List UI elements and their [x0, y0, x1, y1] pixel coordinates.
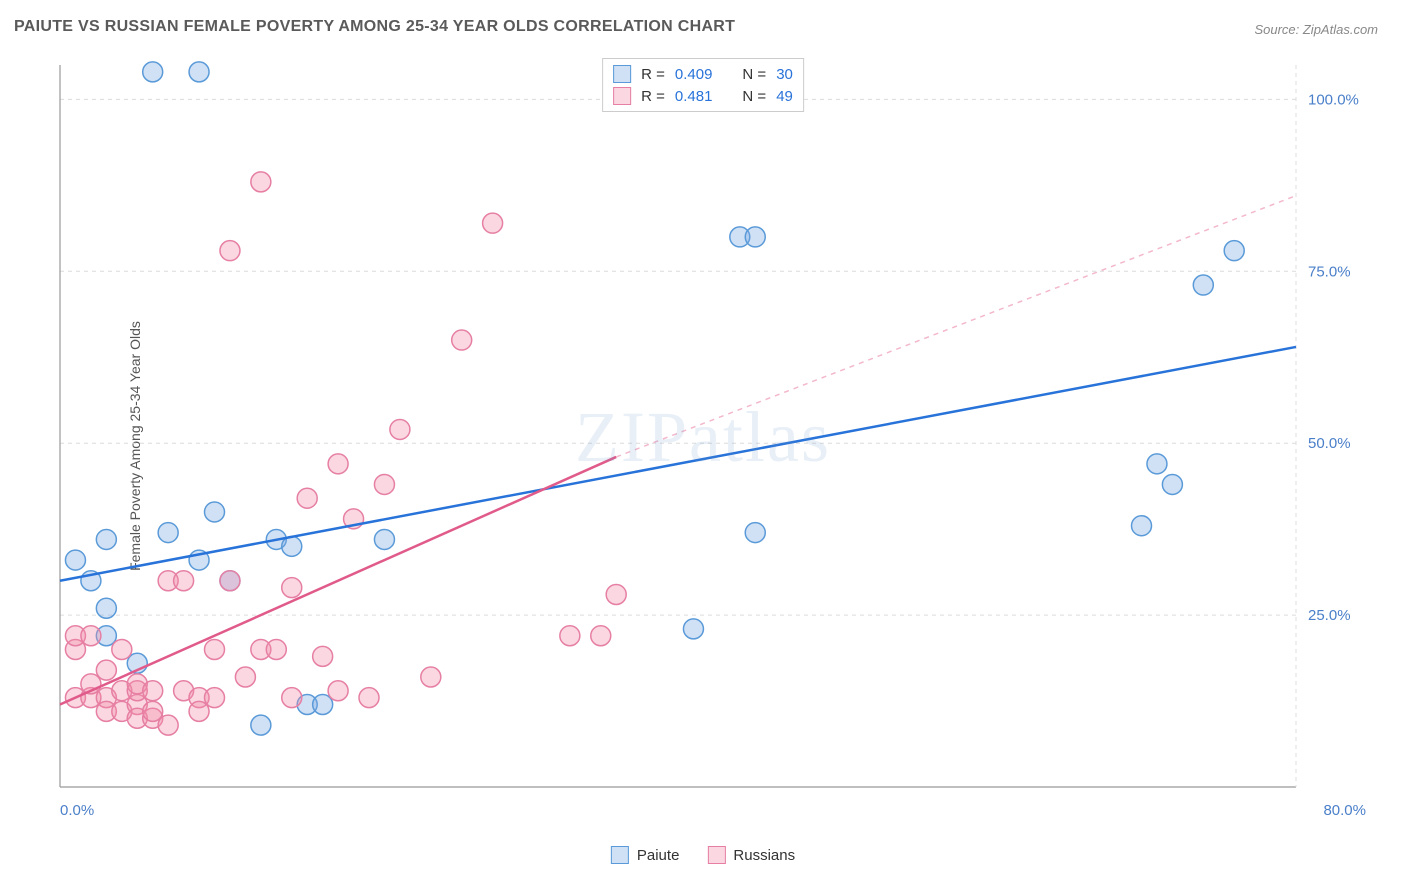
data-point	[374, 529, 394, 549]
data-point	[745, 227, 765, 247]
data-point	[96, 529, 116, 549]
trend-line	[60, 347, 1296, 581]
y-tick-label: 100.0%	[1308, 91, 1359, 108]
legend-item: Paiute	[611, 846, 680, 864]
data-point	[220, 241, 240, 261]
data-point	[174, 571, 194, 591]
series-legend: Paiute Russians	[611, 846, 795, 864]
n-value: 30	[776, 66, 793, 83]
data-point	[1147, 454, 1167, 474]
r-label: R =	[641, 66, 665, 83]
r-value: 0.481	[675, 88, 713, 105]
data-point	[313, 694, 333, 714]
data-point	[1132, 516, 1152, 536]
data-point	[251, 715, 271, 735]
y-tick-label: 75.0%	[1308, 263, 1351, 280]
data-point	[328, 454, 348, 474]
data-point	[205, 688, 225, 708]
data-point	[421, 667, 441, 687]
r-value: 0.409	[675, 66, 713, 83]
r-label: R =	[641, 88, 665, 105]
legend-swatch	[613, 65, 631, 83]
legend-swatch	[613, 87, 631, 105]
data-point	[359, 688, 379, 708]
data-point	[1162, 474, 1182, 494]
data-point	[1193, 275, 1213, 295]
y-tick-label: 50.0%	[1308, 435, 1351, 452]
scatter-plot: 25.0% 50.0% 75.0% 100.0% 0.0% 80.0%	[58, 55, 1378, 835]
data-point	[205, 502, 225, 522]
data-point	[96, 660, 116, 680]
data-point	[266, 639, 286, 659]
n-label: N =	[742, 66, 766, 83]
legend-swatch	[707, 846, 725, 864]
legend-row: R = 0.409 N = 30	[613, 63, 793, 85]
legend-label: Russians	[733, 847, 795, 864]
data-point	[374, 474, 394, 494]
x-tick-label: 80.0%	[1323, 802, 1366, 819]
data-point	[683, 619, 703, 639]
data-point	[112, 639, 132, 659]
data-point	[81, 626, 101, 646]
data-point	[452, 330, 472, 350]
data-point	[390, 419, 410, 439]
n-label: N =	[742, 88, 766, 105]
data-point	[745, 523, 765, 543]
trend-line	[60, 457, 616, 705]
data-point	[328, 681, 348, 701]
data-point	[143, 701, 163, 721]
data-point	[282, 578, 302, 598]
data-point	[158, 715, 178, 735]
chart-title: PAIUTE VS RUSSIAN FEMALE POVERTY AMONG 2…	[14, 18, 735, 36]
data-point	[96, 598, 116, 618]
data-point	[143, 681, 163, 701]
source-attribution: Source: ZipAtlas.com	[1254, 22, 1378, 37]
data-point	[235, 667, 255, 687]
legend-swatch	[611, 846, 629, 864]
data-point	[297, 488, 317, 508]
data-point	[158, 523, 178, 543]
data-point	[606, 584, 626, 604]
data-point	[1224, 241, 1244, 261]
x-tick-label: 0.0%	[60, 802, 94, 819]
data-point	[143, 62, 163, 82]
legend-label: Paiute	[637, 847, 680, 864]
trend-line-extrapolated	[616, 196, 1296, 457]
legend-row: R = 0.481 N = 49	[613, 85, 793, 107]
data-point	[591, 626, 611, 646]
data-point	[313, 646, 333, 666]
y-tick-label: 25.0%	[1308, 607, 1351, 624]
data-point	[189, 701, 209, 721]
data-point	[189, 62, 209, 82]
correlation-legend: R = 0.409 N = 30 R = 0.481 N = 49	[602, 58, 804, 112]
data-point	[483, 213, 503, 233]
data-point	[560, 626, 580, 646]
data-point	[205, 639, 225, 659]
n-value: 49	[776, 88, 793, 105]
data-point	[220, 571, 240, 591]
data-point	[65, 550, 85, 570]
data-point	[251, 172, 271, 192]
legend-item: Russians	[707, 846, 795, 864]
data-point	[282, 688, 302, 708]
